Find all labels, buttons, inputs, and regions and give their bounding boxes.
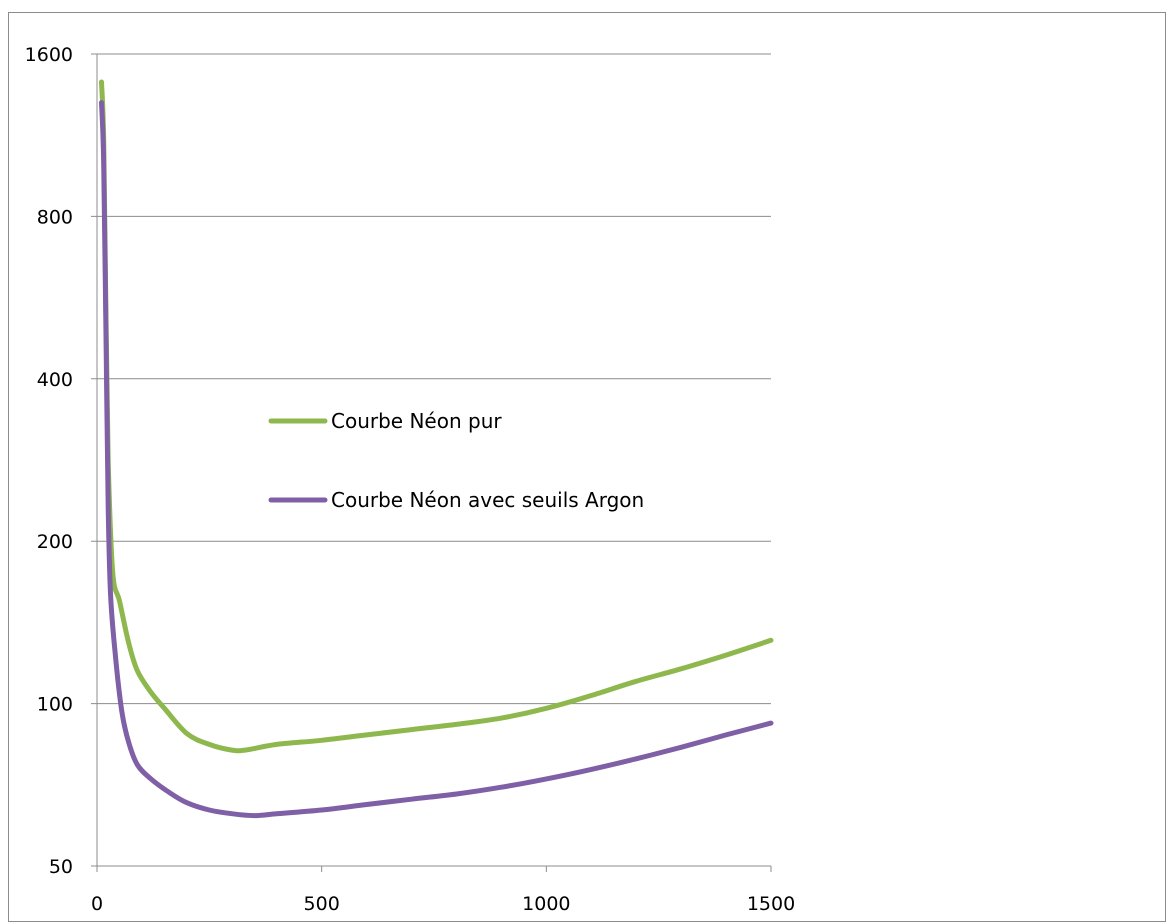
legend: Courbe Néon pur Courbe Néon avec seuils A… (268, 409, 644, 512)
y-tick-label: 800 (37, 206, 73, 228)
y-tick-label: 100 (37, 694, 73, 716)
x-tick-label: 1000 (522, 893, 570, 915)
y-tick-label: 400 (37, 369, 73, 391)
x-tick-label: 0 (91, 893, 103, 915)
series-lines (99, 79, 774, 819)
x-axis-tick-labels: 0 500 1000 1500 (91, 893, 795, 915)
axes (96, 54, 772, 872)
gridlines (91, 53, 771, 867)
y-tick-label: 200 (37, 531, 73, 553)
y-tick-label: 1600 (25, 44, 73, 66)
y-tick-label: 50 (49, 856, 73, 878)
x-tick-label: 500 (304, 893, 340, 915)
legend-label-2: Courbe Néon avec seuils Argon (331, 488, 644, 512)
x-tick-label: 1500 (747, 893, 795, 915)
series-line-2 (99, 100, 774, 819)
y-axis-tick-labels: 50 100 200 400 800 1600 (25, 44, 73, 878)
legend-label-1: Courbe Néon pur (331, 409, 502, 433)
